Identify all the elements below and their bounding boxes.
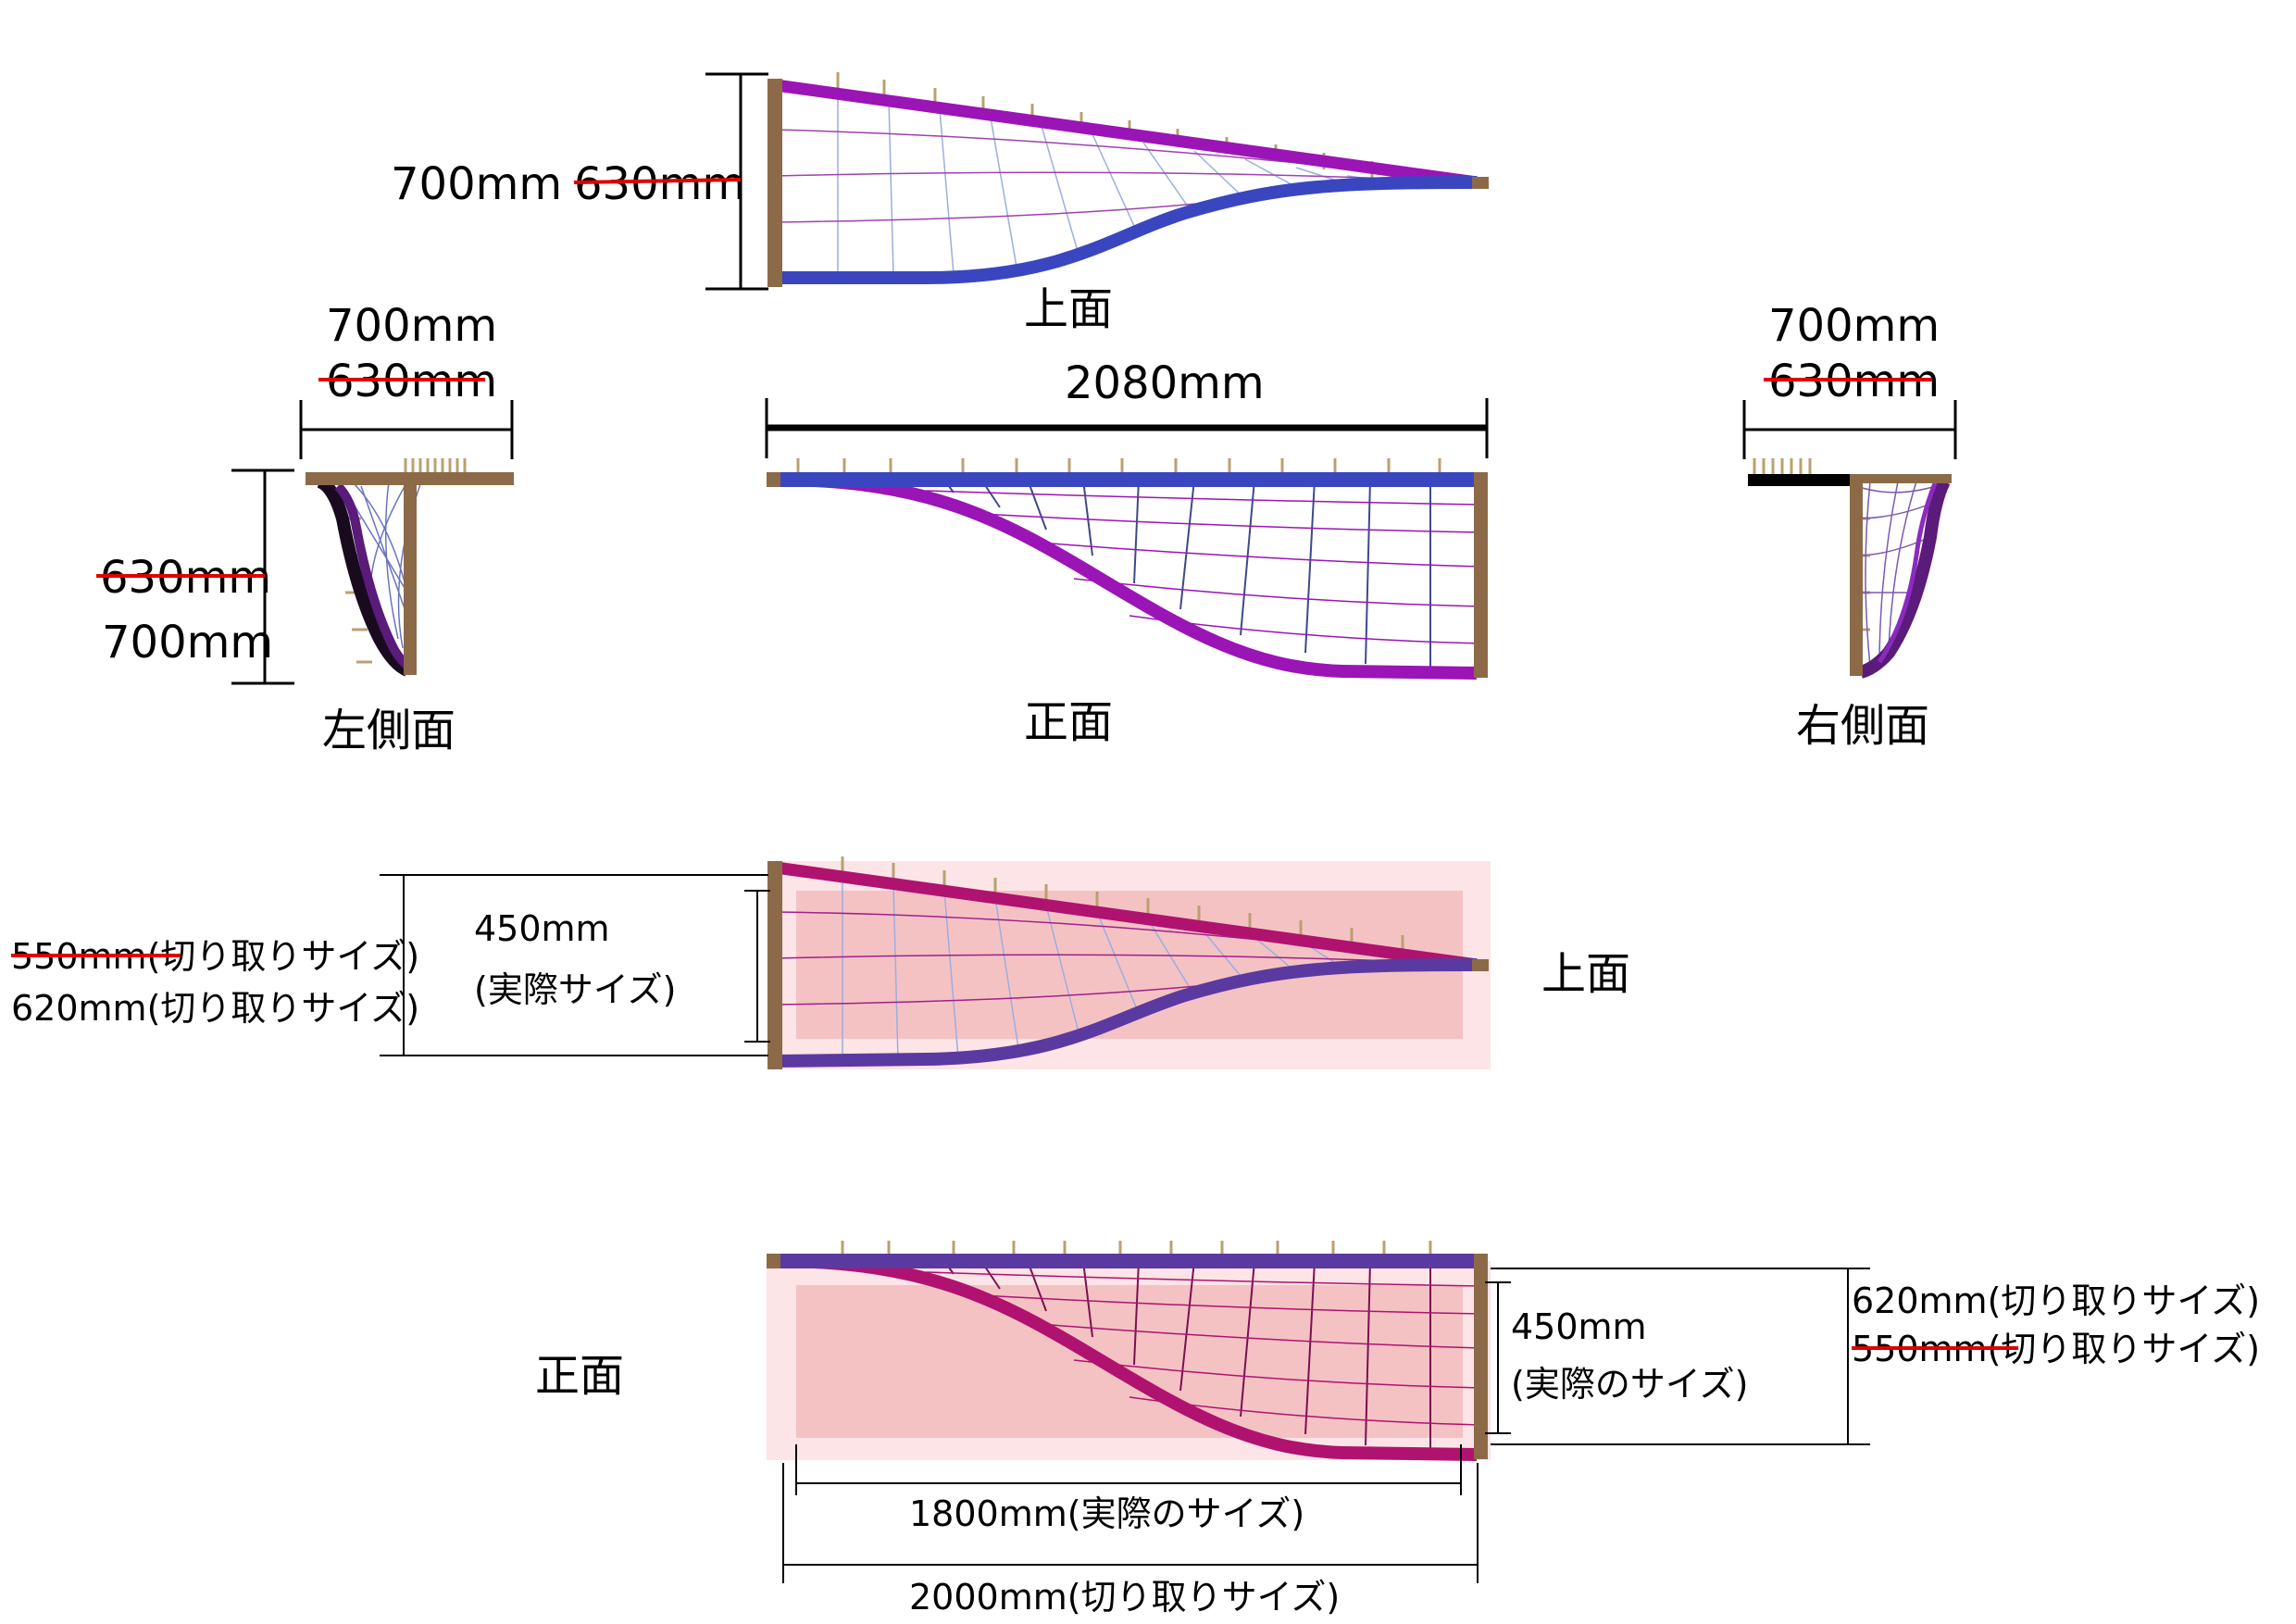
left-view-height-new: 700mm — [102, 617, 273, 668]
top-view-purple-edge — [775, 79, 1478, 189]
cut-front-mesh-vertical — [943, 1260, 1431, 1450]
cut-top-title: 上面 — [1541, 948, 1630, 1000]
cut-front-magenta-edge — [775, 1255, 1478, 1461]
left-view-vertical-frame — [404, 479, 417, 675]
right-view-mesh — [1855, 481, 1945, 668]
left-view-width-dimension — [299, 400, 514, 459]
front-view-title: 正面 — [1024, 696, 1113, 748]
cut-front-cut-size-new: 620mm(切り取りサイズ) — [1852, 1280, 2260, 1321]
right-view-title: 右側面 — [1796, 700, 1929, 752]
front-view-dimension — [765, 398, 1489, 458]
top-view-title: 上面 — [1024, 283, 1113, 335]
cut-top-blue-edge — [775, 958, 1478, 1068]
left-view-black-edge — [317, 475, 411, 677]
top-view-left-frame — [767, 79, 782, 287]
cut-front-right-frame — [1474, 1254, 1488, 1459]
front-view-mesh-vertical — [943, 479, 1431, 668]
cut-top-mesh-vertical — [842, 878, 1343, 1061]
right-view-vertical-frame — [1850, 477, 1863, 676]
cut-top-end-block — [1472, 959, 1489, 971]
cut-top-actual-note: (実際サイズ) — [474, 969, 677, 1010]
left-view: 700mm 630mm — [96, 300, 514, 756]
right-view-black-bar — [1748, 474, 1850, 486]
front-view-purple-edge — [775, 473, 1478, 680]
front-view-mesh-horizontal — [925, 490, 1482, 644]
right-view-top-frame — [1850, 474, 1952, 483]
right-view: 700mm 630mm — [1742, 300, 1957, 752]
front-view: 2080mm — [765, 357, 1489, 748]
right-view-accent-edge — [1877, 482, 1938, 664]
cut-top-magenta-edge — [775, 861, 1478, 971]
front-view-width: 2080mm — [1065, 357, 1265, 409]
cut-top-left-frame — [767, 861, 782, 1069]
right-view-purple-edge — [1858, 478, 1951, 679]
cut-top-cut-size-new: 620mm(切り取りサイズ) — [11, 988, 419, 1029]
cut-front-actual-height: 450mm — [1511, 1306, 1647, 1347]
cut-front-actual-width-dimension — [795, 1444, 1462, 1495]
cut-top-actual-size: 450mm — [474, 908, 610, 949]
cut-top-cut-dimension — [380, 874, 768, 1056]
cut-front-inner-area — [796, 1285, 1463, 1438]
left-view-width-new: 700mm — [326, 300, 497, 352]
top-view-blue-edge — [776, 176, 1478, 284]
left-view-title: 左側面 — [322, 705, 455, 756]
top-view-end-block — [1472, 177, 1489, 189]
cut-front-left-block — [767, 1254, 780, 1268]
cut-front-actual-height-dimension — [1485, 1281, 1511, 1434]
top-view-height-new: 700mm — [391, 158, 562, 210]
cut-front-view: 450mm (実際のサイズ) 620mm(切り取りサイズ) 550mm(切り取り… — [535, 1241, 2260, 1618]
left-view-purple-edge — [334, 482, 418, 675]
cut-front-cut-width-dimension — [782, 1463, 1479, 1583]
front-view-left-block — [767, 472, 780, 487]
cut-top-view: 450mm (実際サイズ) 550mm(切り取りサイズ) 620mm(切り取りサ… — [11, 856, 1630, 1069]
right-view-width-new: 700mm — [1768, 300, 1940, 352]
front-view-pins — [796, 458, 1441, 474]
cut-front-title: 正面 — [535, 1350, 624, 1402]
top-view-height-old: 630mm — [574, 158, 745, 210]
cut-front-actual-height-note: (実際のサイズ) — [1511, 1364, 1749, 1405]
cut-top-actual-dimension — [744, 890, 770, 1043]
top-view: 700mm 630mm 上面 — [391, 72, 1489, 335]
cut-front-cut-height-dimension — [1491, 1268, 1870, 1445]
cut-front-cut-width: 2000mm(切り取りサイズ) — [909, 1577, 1340, 1618]
cut-front-actual-width: 1800mm(実際のサイズ) — [909, 1493, 1304, 1534]
right-view-width-dimension — [1742, 400, 1957, 459]
strike-line — [573, 178, 742, 184]
front-view-right-frame — [1474, 472, 1488, 678]
